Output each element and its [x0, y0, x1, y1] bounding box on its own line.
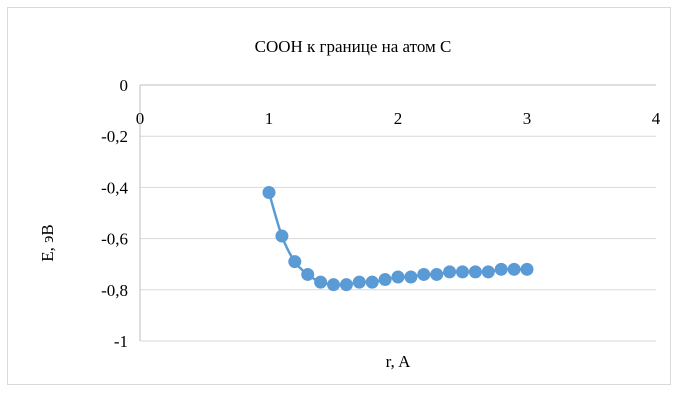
axes — [139, 84, 656, 341]
data-series — [262, 186, 534, 292]
y-axis-title: E, эВ — [38, 224, 57, 262]
y-tick-label: -1 — [114, 332, 128, 351]
data-point — [352, 275, 366, 289]
data-point — [314, 275, 328, 289]
data-point — [520, 262, 534, 276]
x-axis-title: r, A — [386, 352, 412, 371]
data-point — [456, 265, 469, 279]
tick-labels: 0 -0,2 -0,4 -0,6 -0,8 -1 0 1 2 3 4 — [101, 76, 661, 351]
y-tick-label: 0 — [120, 76, 129, 95]
data-point — [339, 278, 353, 292]
x-tick-label: 0 — [136, 109, 145, 128]
x-tick-label: 4 — [652, 109, 661, 128]
data-point — [430, 267, 444, 281]
x-tick-label: 3 — [523, 109, 532, 128]
x-tick-label: 1 — [265, 109, 274, 128]
data-point — [494, 262, 508, 276]
chart-title: COOH к границе на атом C — [255, 37, 452, 56]
y-tick-label: -0,8 — [101, 281, 128, 300]
x-tick-label: 2 — [394, 109, 403, 128]
data-point — [468, 265, 482, 279]
data-point — [404, 270, 418, 284]
chart-area — [7, 7, 671, 385]
data-point — [275, 229, 289, 243]
data-point — [417, 267, 431, 281]
y-tick-label: -0,2 — [101, 127, 128, 146]
data-point — [378, 273, 392, 287]
y-tick-label: -0,4 — [101, 178, 128, 197]
data-point — [481, 265, 495, 279]
data-point — [301, 267, 315, 281]
data-point — [443, 265, 457, 279]
data-point — [365, 275, 379, 289]
data-point — [288, 255, 302, 269]
data-point — [327, 278, 340, 292]
data-point — [262, 186, 276, 200]
data-point — [507, 262, 521, 276]
data-point — [391, 270, 405, 284]
gridlines — [140, 135, 656, 342]
y-tick-label: -0,6 — [101, 230, 128, 249]
